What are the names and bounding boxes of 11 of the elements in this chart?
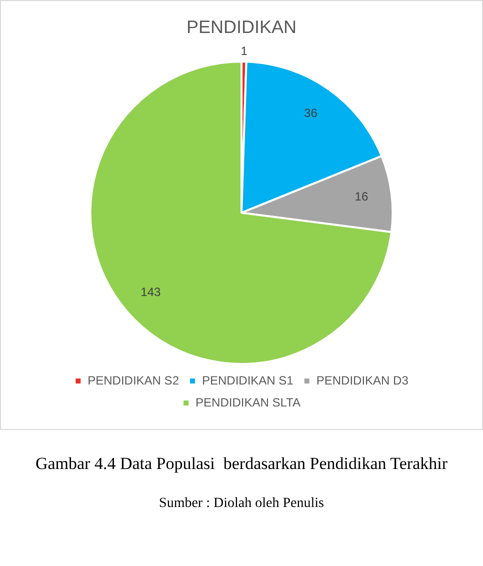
text: Gambar 4.4 Data Populasi berdasarkan Pendidikan Terakhir bbox=[34, 454, 449, 474]
data-label: 1 bbox=[240, 44, 248, 58]
legend-label: PENDIDIKAN SLTA bbox=[196, 395, 300, 410]
legend-label: PENDIDIKAN D3 bbox=[316, 373, 409, 388]
data-label: 143 bbox=[140, 284, 161, 299]
data-label: 36 bbox=[304, 106, 318, 120]
text: Sumber : Diolah oleh Penulis bbox=[158, 496, 325, 512]
legend-label: PENDIDIKAN S2 bbox=[88, 373, 180, 388]
legend-label: PENDIDIKAN S1 bbox=[202, 373, 294, 388]
chart-title: PENDIDIKAN bbox=[186, 16, 297, 37]
data-label: 16 bbox=[354, 190, 368, 204]
